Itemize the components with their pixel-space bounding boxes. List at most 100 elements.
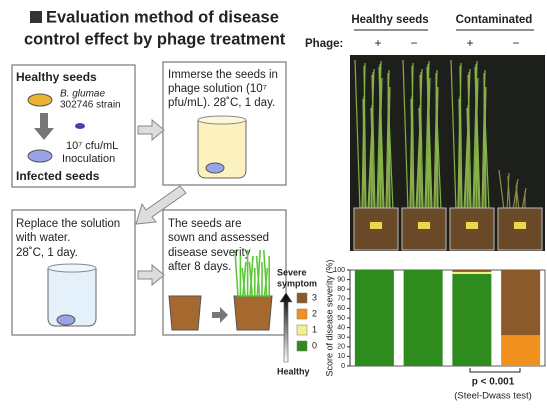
blade xyxy=(474,66,480,211)
step-text: sown and assessed xyxy=(168,232,269,244)
blade xyxy=(410,98,414,211)
seed-icon xyxy=(205,162,225,174)
legend-text: symptom xyxy=(277,278,317,288)
blade xyxy=(426,66,432,211)
title-line: control effect by phage treatment xyxy=(24,30,286,48)
legend-swatch xyxy=(296,292,308,304)
blade xyxy=(255,255,261,298)
y-tick-label: 30 xyxy=(337,334,345,341)
bacteria-icon xyxy=(75,123,85,129)
step-text: Replace the solution xyxy=(16,218,120,230)
step-text: Infected seeds xyxy=(16,169,100,183)
bar-segment xyxy=(403,270,443,366)
blade xyxy=(371,74,376,211)
legend-text: Healthy xyxy=(277,366,310,376)
blade xyxy=(458,98,462,211)
blade xyxy=(379,83,385,211)
group-label: Healthy seeds xyxy=(351,14,428,26)
y-tick-label: 40 xyxy=(337,324,345,331)
pot xyxy=(168,295,202,331)
phage-sign: + xyxy=(374,36,381,50)
blade xyxy=(498,169,505,211)
blade xyxy=(370,107,375,211)
seed-icon xyxy=(56,314,76,326)
legend-label: 3 xyxy=(312,292,317,302)
blade xyxy=(387,72,390,211)
blade xyxy=(418,107,423,211)
step-text: disease severity xyxy=(168,247,251,259)
legend-swatch xyxy=(296,340,308,352)
blade xyxy=(248,261,254,298)
seed-icon xyxy=(27,93,53,107)
arrow xyxy=(212,307,228,323)
y-tick-label: 80 xyxy=(337,286,345,293)
blade xyxy=(450,59,457,211)
y-tick-label: 10 xyxy=(337,353,345,360)
significance-bracket xyxy=(469,368,521,373)
step-text: pfu/mL). 28˚C, 1 day. xyxy=(168,97,275,109)
blade xyxy=(263,249,268,298)
blade xyxy=(467,74,472,211)
bar-segment xyxy=(501,270,541,336)
photo-plants xyxy=(353,59,543,251)
blade xyxy=(241,267,246,298)
pot-tag xyxy=(466,222,478,229)
y-tick-label: 60 xyxy=(337,305,345,312)
blade xyxy=(249,255,254,298)
blade xyxy=(363,65,367,211)
phage-label: Phage: xyxy=(305,38,343,50)
legend-label: 0 xyxy=(312,340,317,350)
beaker xyxy=(47,263,97,273)
bar-segment xyxy=(452,273,492,366)
pot-tag xyxy=(418,222,430,229)
bar-segment xyxy=(354,270,394,366)
legend-swatch xyxy=(296,324,308,336)
blade xyxy=(427,83,433,211)
step-text: The seeds are xyxy=(168,218,242,230)
step-box xyxy=(11,64,136,188)
step-text: 10⁷ cfu/mL xyxy=(66,140,118,152)
blade xyxy=(419,74,424,211)
y-tick-label: 50 xyxy=(337,315,345,322)
arrow xyxy=(135,185,187,225)
y-tick-label: 100 xyxy=(333,267,345,274)
step-text: with water. xyxy=(15,232,70,244)
pot xyxy=(449,207,495,251)
blade xyxy=(459,65,463,211)
blade xyxy=(483,72,486,211)
blade xyxy=(256,249,261,298)
pot-tag xyxy=(370,222,382,229)
step-text: after 8 days. xyxy=(168,261,231,273)
arrow xyxy=(34,113,54,140)
phage-sign: − xyxy=(410,36,417,50)
legend-arrow xyxy=(279,292,293,363)
legend-swatch xyxy=(296,308,308,320)
blade xyxy=(411,65,415,211)
step-text: Inoculation xyxy=(62,153,115,165)
blade xyxy=(475,83,481,211)
blade xyxy=(234,249,239,298)
step-text: B. glumae xyxy=(60,89,105,100)
arrow xyxy=(137,118,165,142)
blade xyxy=(507,175,511,211)
pot xyxy=(233,295,273,331)
y-axis-label: Score of disease severity (%) xyxy=(324,259,334,376)
pot-tag xyxy=(514,222,526,229)
y-tick-label: 90 xyxy=(337,276,345,283)
y-tick-label: 20 xyxy=(337,344,345,351)
chart: 0 10 20 30 40 50 60 70 80 90 100 xyxy=(333,267,541,370)
blade xyxy=(515,184,520,211)
bar-segment xyxy=(501,335,541,366)
bar-segment xyxy=(452,270,492,272)
blade xyxy=(466,107,471,211)
phage-sign: + xyxy=(466,36,473,50)
bar-segment xyxy=(452,271,492,274)
blade xyxy=(354,59,361,211)
legend-text: Severe xyxy=(277,267,307,277)
y-tick-label: 0 xyxy=(341,363,345,370)
note: (Steel-Dwass test) xyxy=(454,391,532,402)
legend-label: 2 xyxy=(312,308,317,318)
beaker xyxy=(47,268,97,327)
title-marker xyxy=(30,11,42,23)
